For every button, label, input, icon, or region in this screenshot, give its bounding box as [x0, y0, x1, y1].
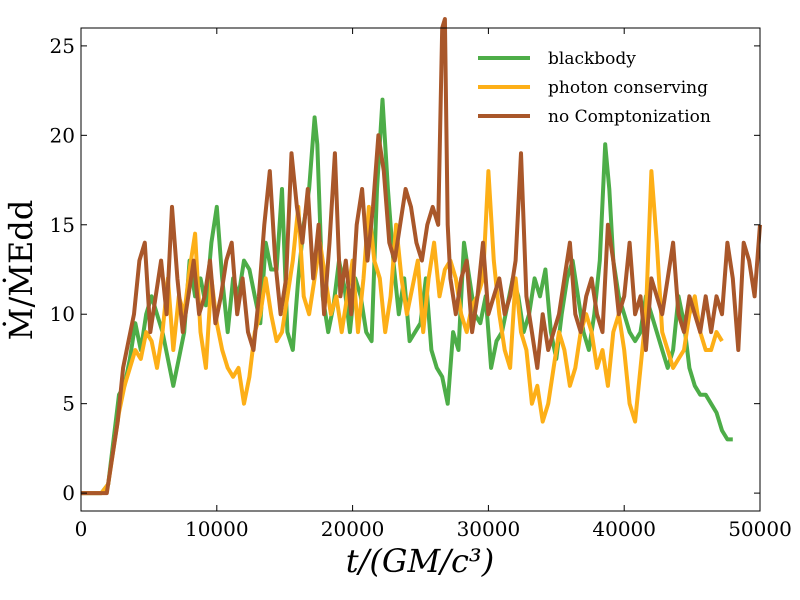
x-tick-label: 30000	[457, 517, 521, 541]
x-tick-label: 40000	[592, 517, 656, 541]
y-tick-label: 20	[50, 123, 75, 147]
x-tick-label: 10000	[185, 517, 249, 541]
series-line-photon-conserving	[81, 169, 724, 496]
y-tick-label: 15	[50, 213, 75, 237]
series-line-no-comptonization	[81, 17, 762, 496]
y-tick-label: 0	[62, 481, 75, 505]
legend-label-blackbody: blackbody	[548, 49, 636, 69]
x-tick-label: 20000	[321, 517, 385, 541]
x-axis-title: t/(GM/c³)	[346, 542, 494, 580]
y-axis-title: Ṁ/ṀEdd	[2, 200, 40, 341]
plot-frame	[80, 27, 761, 512]
legend-label-photon-conserving: photon conserving	[548, 78, 708, 98]
series-layer	[81, 17, 762, 496]
legend-label-no-comptonization: no Comptonization	[548, 107, 711, 127]
ticks-layer: 0 10000 20000 30000 40000 50000 0 5 10 15 20 25	[50, 28, 792, 541]
y-tick-label: 10	[50, 302, 75, 326]
y-tick-label: 5	[62, 392, 75, 416]
x-tick-label: 0	[75, 517, 88, 541]
x-tick-label: 50000	[728, 517, 792, 541]
y-tick-label: 25	[50, 34, 75, 58]
legend: blackbody photon conserving no Comptoniz…	[478, 49, 711, 127]
